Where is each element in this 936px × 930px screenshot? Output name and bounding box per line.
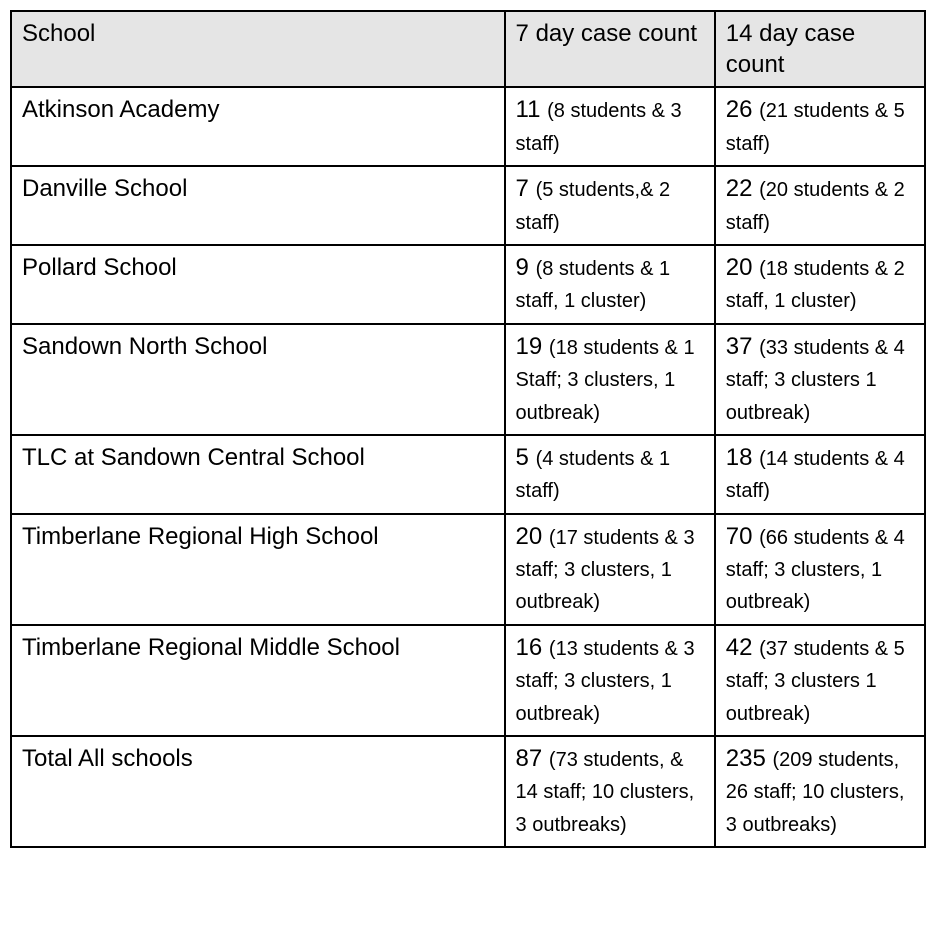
count-value: 19 <box>516 333 543 360</box>
table-row: Sandown North School 19 (18 students & 1… <box>11 324 925 435</box>
cell-14day: 18 (14 students & 4 staff) <box>715 435 925 514</box>
count-value: 22 <box>726 175 753 202</box>
count-detail: (33 students & 4 staff; 3 clusters 1 out… <box>726 337 905 424</box>
cell-7day: 87 (73 students, & 14 staff; 10 clusters… <box>505 736 715 847</box>
cell-7day: 16 (13 students & 3 staff; 3 clusters, 1… <box>505 625 715 736</box>
count-value: 70 <box>726 523 753 550</box>
cell-school: Timberlane Regional High School <box>11 514 505 625</box>
count-detail: (18 students & 2 staff, 1 cluster) <box>726 258 905 312</box>
cell-school: Timberlane Regional Middle School <box>11 625 505 736</box>
cell-7day: 5 (4 students & 1 staff) <box>505 435 715 514</box>
cell-school: Sandown North School <box>11 324 505 435</box>
count-detail: (8 students & 1 staff, 1 cluster) <box>516 258 671 312</box>
cell-14day: 70 (66 students & 4 staff; 3 clusters, 1… <box>715 514 925 625</box>
table-row: Pollard School 9 (8 students & 1 staff, … <box>11 245 925 324</box>
cell-school: Atkinson Academy <box>11 87 505 166</box>
count-value: 11 <box>516 96 541 123</box>
count-detail: (66 students & 4 staff; 3 clusters, 1 ou… <box>726 527 905 614</box>
count-value: 9 <box>516 254 529 281</box>
header-school: School <box>11 11 505 87</box>
count-value: 42 <box>726 634 753 661</box>
table-row-total: Total All schools 87 (73 students, & 14 … <box>11 736 925 847</box>
cell-14day: 26 (21 students & 5 staff) <box>715 87 925 166</box>
cell-14day: 37 (33 students & 4 staff; 3 clusters 1 … <box>715 324 925 435</box>
count-detail: (20 students & 2 staff) <box>726 179 905 233</box>
count-value: 87 <box>516 745 543 772</box>
table-header-row: School 7 day case count 14 day case coun… <box>11 11 925 87</box>
count-value: 16 <box>516 634 543 661</box>
cell-7day: 7 (5 students,& 2 staff) <box>505 166 715 245</box>
cell-14day: 42 (37 students & 5 staff; 3 clusters 1 … <box>715 625 925 736</box>
cell-school: Danville School <box>11 166 505 245</box>
cell-7day: 9 (8 students & 1 staff, 1 cluster) <box>505 245 715 324</box>
header-7day: 7 day case count <box>505 11 715 87</box>
count-value: 37 <box>726 333 753 360</box>
count-value: 235 <box>726 745 766 772</box>
count-value: 5 <box>516 444 529 471</box>
count-detail: (14 students & 4 staff) <box>726 448 905 502</box>
count-detail: (17 students & 3 staff; 3 clusters, 1 ou… <box>516 527 695 614</box>
count-value: 7 <box>516 175 529 202</box>
count-detail: (8 students & 3 staff) <box>516 100 682 154</box>
count-value: 18 <box>726 444 753 471</box>
cell-14day: 22 (20 students & 2 staff) <box>715 166 925 245</box>
table-row: TLC at Sandown Central School 5 (4 stude… <box>11 435 925 514</box>
table-row: Danville School 7 (5 students,& 2 staff)… <box>11 166 925 245</box>
table-body: Atkinson Academy 11 (8 students & 3 staf… <box>11 87 925 847</box>
count-detail: (13 students & 3 staff; 3 clusters, 1 ou… <box>516 638 695 725</box>
table-row: Atkinson Academy 11 (8 students & 3 staf… <box>11 87 925 166</box>
count-detail: (21 students & 5 staff) <box>726 100 905 154</box>
count-detail: (37 students & 5 staff; 3 clusters 1 out… <box>726 638 905 725</box>
count-value: 20 <box>516 523 543 550</box>
count-value: 26 <box>726 96 753 123</box>
cell-14day: 20 (18 students & 2 staff, 1 cluster) <box>715 245 925 324</box>
table-row: Timberlane Regional High School 20 (17 s… <box>11 514 925 625</box>
cell-school: TLC at Sandown Central School <box>11 435 505 514</box>
cell-school: Total All schools <box>11 736 505 847</box>
cell-7day: 11 (8 students & 3 staff) <box>505 87 715 166</box>
cell-14day: 235 (209 students, 26 staff; 10 clusters… <box>715 736 925 847</box>
count-value: 20 <box>726 254 753 281</box>
case-count-table: School 7 day case count 14 day case coun… <box>10 10 926 848</box>
cell-7day: 20 (17 students & 3 staff; 3 clusters, 1… <box>505 514 715 625</box>
count-detail: (4 students & 1 staff) <box>516 448 671 502</box>
header-14day: 14 day case count <box>715 11 925 87</box>
cell-school: Pollard School <box>11 245 505 324</box>
cell-7day: 19 (18 students & 1 Staff; 3 clusters, 1… <box>505 324 715 435</box>
table-row: Timberlane Regional Middle School 16 (13… <box>11 625 925 736</box>
count-detail: (18 students & 1 Staff; 3 clusters, 1 ou… <box>516 337 695 424</box>
count-detail: (5 students,& 2 staff) <box>516 179 671 233</box>
count-detail: (73 students, & 14 staff; 10 clusters, 3… <box>516 749 695 836</box>
